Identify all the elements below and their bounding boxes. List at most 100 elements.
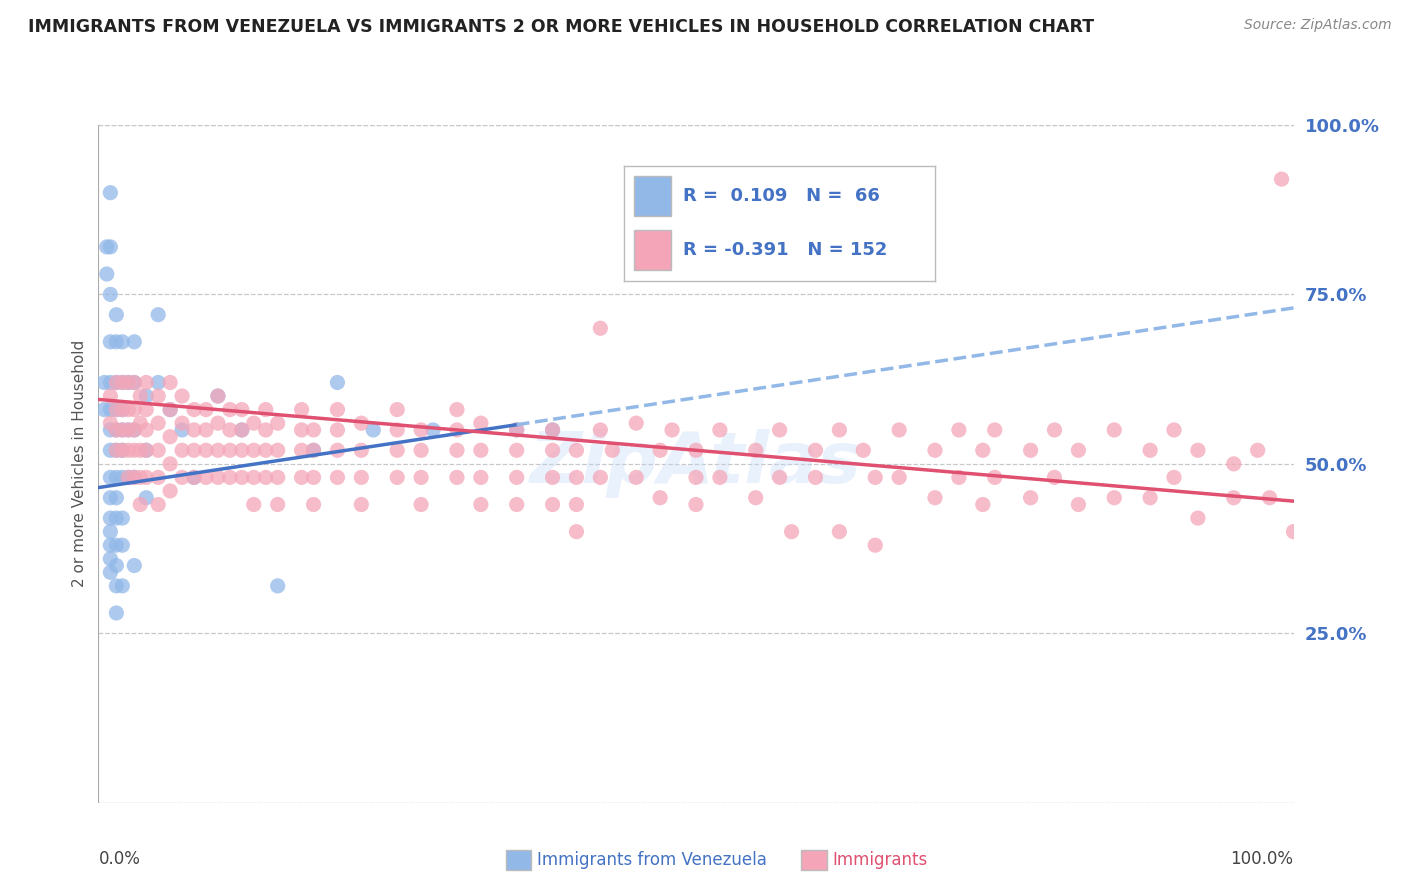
Point: [948, 423, 970, 437]
Point: [105, 443, 128, 458]
Point: [93, 376, 115, 390]
Point: [506, 423, 529, 437]
Point: [745, 443, 768, 458]
Point: [117, 402, 139, 417]
Point: [105, 423, 128, 437]
Point: [183, 470, 205, 484]
Point: [98, 566, 122, 580]
Point: [624, 416, 647, 430]
Point: [105, 491, 128, 505]
Point: [194, 470, 217, 484]
Point: [117, 470, 139, 484]
Point: [159, 430, 181, 444]
Point: [709, 470, 731, 484]
Point: [207, 443, 229, 458]
Point: [685, 470, 707, 484]
Point: [98, 470, 122, 484]
Point: [243, 470, 266, 484]
Point: [148, 416, 170, 430]
Point: [326, 423, 349, 437]
Point: [98, 443, 122, 458]
Point: [124, 423, 146, 437]
Point: [98, 524, 122, 539]
Point: [446, 402, 468, 417]
Point: [446, 470, 468, 484]
Point: [983, 470, 1005, 484]
Point: [1043, 423, 1066, 437]
Point: [267, 498, 290, 512]
Point: [470, 470, 492, 484]
Point: [326, 470, 349, 484]
Point: [135, 423, 157, 437]
Point: [302, 498, 325, 512]
Point: [350, 498, 373, 512]
Point: [972, 443, 994, 458]
Point: [105, 511, 128, 525]
Point: [117, 423, 139, 437]
Point: [254, 443, 277, 458]
Point: [804, 470, 827, 484]
Point: [148, 389, 170, 403]
Point: [624, 470, 647, 484]
Point: [302, 470, 325, 484]
Point: [290, 423, 312, 437]
Point: [148, 376, 170, 390]
Point: [117, 376, 139, 390]
Point: [411, 423, 433, 437]
Point: [506, 423, 529, 437]
Point: [111, 402, 134, 417]
Point: [363, 423, 385, 437]
Point: [219, 470, 242, 484]
Point: [183, 423, 205, 437]
Point: [350, 470, 373, 484]
Point: [889, 470, 911, 484]
Point: [111, 334, 134, 349]
Point: [243, 498, 266, 512]
Point: [207, 389, 229, 403]
Point: [111, 579, 134, 593]
Text: Immigrants from Venezuela: Immigrants from Venezuela: [537, 851, 766, 869]
Point: [219, 443, 242, 458]
Point: [302, 443, 325, 458]
Point: [111, 402, 134, 417]
Point: [470, 416, 492, 430]
Point: [541, 423, 564, 437]
Point: [111, 423, 134, 437]
Point: [648, 443, 672, 458]
Point: [98, 416, 122, 430]
Point: [98, 389, 122, 403]
Text: IMMIGRANTS FROM VENEZUELA VS IMMIGRANTS 2 OR MORE VEHICLES IN HOUSEHOLD CORRELAT: IMMIGRANTS FROM VENEZUELA VS IMMIGRANTS …: [28, 18, 1094, 36]
Point: [105, 334, 128, 349]
Point: [159, 376, 181, 390]
Point: [105, 423, 128, 437]
Point: [207, 389, 229, 403]
Point: [1222, 457, 1246, 471]
Point: [422, 423, 444, 437]
Point: [96, 267, 118, 281]
Point: [924, 491, 946, 505]
Point: [1246, 443, 1268, 458]
Point: [159, 457, 181, 471]
Point: [194, 423, 217, 437]
Point: [207, 416, 229, 430]
Text: R =  0.109   N =  66: R = 0.109 N = 66: [683, 186, 880, 204]
Point: [506, 498, 529, 512]
Point: [685, 498, 707, 512]
Text: ZipAtlas: ZipAtlas: [530, 429, 862, 499]
Point: [159, 483, 181, 498]
Point: [290, 470, 312, 484]
Point: [565, 470, 588, 484]
Point: [124, 402, 146, 417]
Point: [565, 443, 588, 458]
Point: [194, 443, 217, 458]
Point: [243, 416, 266, 430]
Point: [105, 308, 128, 322]
Point: [135, 470, 157, 484]
Point: [98, 240, 122, 254]
Point: [589, 321, 612, 335]
Point: [135, 376, 157, 390]
Point: [385, 402, 409, 417]
Point: [98, 334, 122, 349]
Point: [183, 402, 205, 417]
Point: [889, 423, 911, 437]
